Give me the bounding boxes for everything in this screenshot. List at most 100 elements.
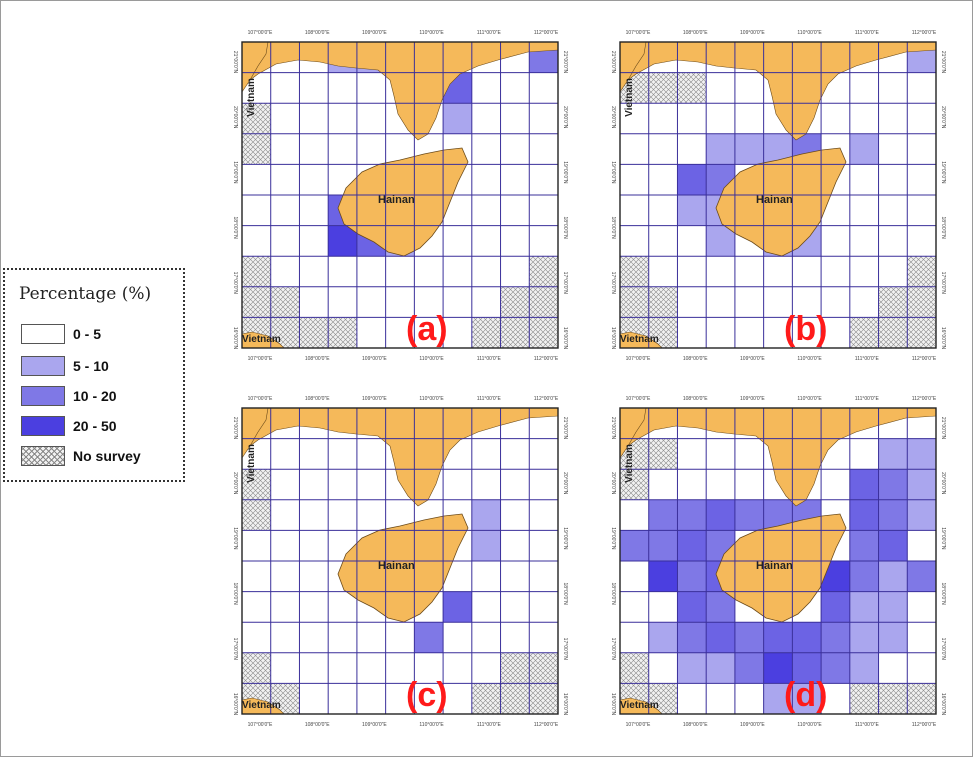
longitude-tick-label: 112°00'0"E <box>912 396 937 402</box>
no-survey-cell <box>529 256 558 287</box>
grid-cell <box>792 652 822 684</box>
grid-cell <box>821 591 850 623</box>
vietnam-coast-north <box>620 408 647 459</box>
no-survey-cell <box>471 683 501 714</box>
map-panel-c: 107°00'0"E 107°00'0"E 108°00'0"E 108°00'0"E… <box>228 388 568 728</box>
legend-label: 10 - 20 <box>73 388 117 404</box>
no-survey-cell <box>620 256 649 287</box>
longitude-tick-label: 108°00'0"E <box>305 30 330 36</box>
legend-title: Percentage (%) <box>19 284 152 304</box>
hainan-label: Hainan <box>378 560 415 572</box>
latitude-tick-label: 18°00'0"N <box>610 216 616 239</box>
longitude-tick-label: 109°00'0"E <box>740 722 765 728</box>
no-survey-cell <box>878 317 908 348</box>
legend-item-5-10: 5 - 10 <box>21 356 181 378</box>
grid-cell <box>328 225 357 257</box>
grid-cell <box>414 622 444 653</box>
longitude-tick-label: 110°00'0"E <box>797 396 822 402</box>
latitude-tick-label: 21°00'0"N <box>940 51 946 74</box>
longitude-tick-label: 107°00'0"E <box>626 722 651 728</box>
legend-label: 5 - 10 <box>73 358 109 374</box>
vietnam-coast-north <box>242 408 269 459</box>
grid-cell <box>734 499 764 531</box>
no-survey-cell <box>907 286 936 318</box>
grid-cell <box>907 499 936 531</box>
hainan-island <box>715 513 847 623</box>
grid-cell <box>648 530 678 561</box>
longitude-tick-label: 111°00'0"E <box>477 396 502 402</box>
grid-cell <box>878 469 908 500</box>
grid-cell <box>763 683 793 714</box>
vietnam-coast-south <box>620 697 663 714</box>
vietnam-label-south: Vietnam <box>620 700 659 711</box>
grid-cell <box>849 469 879 500</box>
latitude-tick-label: 19°00'0"N <box>940 527 946 550</box>
grid-cell <box>907 469 936 500</box>
latitude-tick-label: 19°00'0"N <box>610 527 616 550</box>
longitude-tick-label: 110°00'0"E <box>797 356 822 362</box>
map-panel-d: 107°00'0"E 107°00'0"E 108°00'0"E 108°00'0"E… <box>606 388 946 728</box>
grid-cell <box>763 652 793 684</box>
no-survey-cell <box>620 286 649 318</box>
panel-label: (b) <box>784 310 828 348</box>
longitude-tick-label: 112°00'0"E <box>912 30 937 36</box>
grid-cell <box>907 438 936 470</box>
latitude-tick-label: 16°00'0"N <box>940 693 946 716</box>
legend-item-no-survey: No survey <box>21 446 181 468</box>
grid-cell <box>849 530 879 561</box>
legend-label: 20 - 50 <box>73 418 117 434</box>
panel-label: (d) <box>784 676 828 714</box>
grid-cell <box>763 622 793 653</box>
grid-cell <box>878 438 908 470</box>
latitude-tick-label: 20°00'0"N <box>562 472 568 495</box>
grid-cell <box>677 652 707 684</box>
vietnam-label-north: Vietnam <box>623 78 635 117</box>
longitude-tick-label: 112°00'0"E <box>534 356 559 362</box>
latitude-tick-label: 20°00'0"N <box>232 106 238 129</box>
no-survey-cell <box>529 652 558 684</box>
hainan-label: Hainan <box>378 194 415 206</box>
longitude-tick-label: 108°00'0"E <box>305 356 330 362</box>
longitude-tick-label: 110°00'0"E <box>797 30 822 36</box>
longitude-tick-label: 111°00'0"E <box>477 722 502 728</box>
panel-label: (c) <box>406 676 448 714</box>
grid-cell <box>706 225 735 257</box>
legend-item-0-5: 0 - 5 <box>21 324 181 346</box>
longitude-tick-label: 112°00'0"E <box>912 356 937 362</box>
no-survey-cell <box>500 652 530 684</box>
latitude-tick-label: 17°00'0"N <box>232 638 238 661</box>
latitude-tick-label: 16°00'0"N <box>562 327 568 350</box>
latitude-tick-label: 18°00'0"N <box>562 582 568 605</box>
latitude-tick-label: 21°00'0"N <box>562 51 568 74</box>
no-survey-cell <box>529 317 558 348</box>
vietnam-label-south: Vietnam <box>620 334 659 345</box>
grid-cell <box>706 133 735 165</box>
legend-swatch <box>21 324 65 344</box>
legend-label: 0 - 5 <box>73 326 102 342</box>
longitude-tick-label: 108°00'0"E <box>683 356 708 362</box>
grid-cell <box>443 103 472 134</box>
map-panel-b: 107°00'0"E 107°00'0"E 108°00'0"E 108°00'0"E… <box>606 22 946 362</box>
grid-cell <box>677 195 707 226</box>
longitude-tick-label: 109°00'0"E <box>362 356 387 362</box>
longitude-tick-label: 109°00'0"E <box>362 722 387 728</box>
latitude-tick-label: 20°00'0"N <box>232 472 238 495</box>
no-survey-cell <box>242 469 271 500</box>
grid-cell <box>648 561 678 592</box>
grid-cell <box>849 561 879 592</box>
longitude-tick-label: 111°00'0"E <box>855 356 880 362</box>
longitude-tick-label: 110°00'0"E <box>419 356 444 362</box>
latitude-tick-label: 16°00'0"N <box>232 327 238 350</box>
legend: Percentage (%) 0 - 5 5 - 10 10 - 20 20 -… <box>3 268 185 482</box>
vietnam-label-south: Vietnam <box>242 334 281 345</box>
hainan-label: Hainan <box>756 560 793 572</box>
grid-cell <box>677 530 707 561</box>
longitude-tick-label: 112°00'0"E <box>534 722 559 728</box>
longitude-tick-label: 109°00'0"E <box>740 396 765 402</box>
china-coast <box>620 42 936 141</box>
longitude-tick-label: 108°00'0"E <box>305 396 330 402</box>
vietnam-label-south: Vietnam <box>242 700 281 711</box>
latitude-tick-label: 16°00'0"N <box>562 693 568 716</box>
no-survey-cell <box>878 286 908 318</box>
